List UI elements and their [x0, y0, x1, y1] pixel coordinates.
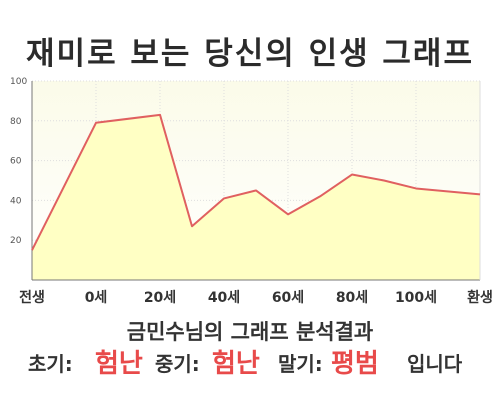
- x-tick-label: 100세: [395, 290, 437, 306]
- x-tick-label: 80세: [336, 290, 368, 306]
- x-tick-label: 60세: [272, 290, 304, 306]
- y-tick-label: 60: [10, 157, 22, 167]
- mid-label: 중기:: [155, 352, 200, 376]
- page-title: 재미로 보는 당신의 인생 그래프: [26, 36, 474, 72]
- x-tick-label: 0세: [85, 290, 108, 306]
- ending-text: 입니다: [407, 352, 463, 376]
- early-label: 초기:: [28, 352, 73, 376]
- late-value: 평범: [331, 349, 379, 379]
- y-tick-label: 80: [10, 117, 22, 127]
- x-tick-label: 20세: [144, 290, 176, 306]
- result-heading: 금민수님의 그래프 분석결과: [126, 320, 374, 344]
- series-line: [31, 113, 481, 251]
- x-tick-label: 40세: [208, 290, 240, 306]
- y-tick-label: 100: [10, 77, 27, 87]
- x-tick-label: 환생: [467, 289, 493, 306]
- late-label: 말기:: [278, 352, 323, 376]
- y-tick-label: 20: [10, 236, 22, 246]
- series-area: [32, 114, 480, 280]
- early-value: 험난: [95, 349, 143, 379]
- mid-value: 험난: [212, 349, 260, 379]
- result-summary: 초기: 험난 중기: 험난 말기: 평범 입니다: [0, 344, 500, 384]
- y-tick-label: 40: [10, 196, 22, 206]
- x-tick-label: 전생: [19, 289, 45, 306]
